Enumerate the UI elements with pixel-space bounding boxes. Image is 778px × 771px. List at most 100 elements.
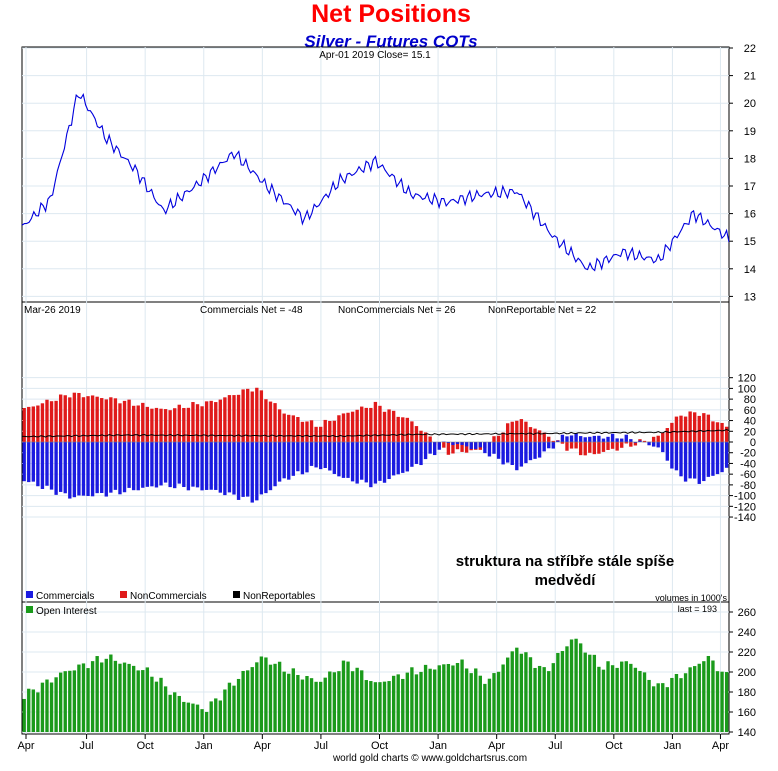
commercials-bar — [524, 442, 528, 464]
open-interest-bar — [346, 661, 350, 732]
noncommercials-bar — [136, 405, 140, 442]
commercials-bar — [560, 434, 565, 442]
noncommercials-bar — [592, 442, 597, 455]
open-interest-bar — [683, 673, 688, 732]
commercials-bar — [145, 442, 150, 487]
x-tick-label: Apr — [712, 740, 729, 752]
open-interest-bar — [433, 669, 437, 732]
noncommercials-bar — [674, 416, 679, 442]
noncommercials-bar — [72, 392, 77, 442]
noncommercials-bar — [109, 397, 113, 442]
commercials-bar — [492, 442, 496, 454]
chart-title: Net Positions — [311, 0, 471, 28]
open-interest-bar — [478, 675, 482, 732]
noncommercials-bar — [574, 442, 578, 449]
noncommercials-bar — [578, 442, 583, 456]
noncommercials-bar — [209, 400, 213, 442]
commercials-bar — [724, 442, 729, 468]
open-interest-bar — [232, 685, 236, 732]
positions-y-tick-label: 120 — [738, 373, 756, 385]
commercials-bar — [505, 442, 510, 463]
noncommercials-bar — [200, 406, 204, 442]
open-interest-bar — [86, 668, 90, 732]
open-interest-bar — [246, 670, 250, 732]
open-interest-bar — [464, 668, 469, 732]
noncommercials-bar — [305, 421, 309, 442]
open-interest-bar — [191, 703, 195, 732]
noncommercials-bar — [255, 387, 259, 442]
noncommercials-bar — [168, 410, 172, 442]
open-interest-bar — [697, 663, 701, 732]
open-interest-bar — [95, 656, 99, 732]
commercials-bar — [63, 442, 67, 494]
noncommercials-bar — [401, 417, 405, 442]
open-interest-bar — [665, 687, 670, 732]
commercials-bar — [405, 442, 410, 472]
commercials-bar — [501, 442, 505, 465]
noncommercials-bar — [314, 426, 318, 442]
positions-y-tick-label: -100 — [734, 491, 756, 503]
commercials-bar — [364, 442, 368, 483]
commercials-bar — [688, 442, 692, 479]
noncommercials-bar — [702, 413, 706, 442]
commercials-bar — [496, 442, 501, 459]
noncommercials-bar — [282, 413, 286, 442]
commercials-bar — [533, 442, 537, 459]
oi-y-tick-label: 200 — [738, 667, 756, 679]
open-interest-bar — [651, 686, 656, 732]
open-interest-bar — [483, 683, 487, 732]
commercials-bar — [58, 442, 63, 492]
commercials-bar — [369, 442, 373, 488]
open-interest-bar — [118, 663, 122, 732]
open-interest-bar — [113, 660, 118, 732]
open-interest-bar — [360, 670, 364, 732]
open-interest-bar — [601, 669, 606, 732]
open-interest-bar — [583, 652, 587, 732]
noncommercials-bar — [629, 442, 633, 447]
commercials-bar — [40, 442, 45, 489]
price-y-tick-label: 22 — [744, 43, 756, 55]
open-interest-bar — [460, 659, 464, 732]
oi-y-tick-label: 180 — [738, 687, 756, 699]
noncommercials-bar — [624, 442, 628, 444]
commercials-bar — [537, 442, 542, 458]
commercials-bar — [328, 442, 332, 471]
noncommercials-bar — [131, 405, 136, 442]
noncommercials-bar — [633, 442, 638, 446]
annotation-line-2: medvědí — [535, 572, 597, 589]
noncommercials-bar — [428, 436, 432, 442]
open-interest-bar — [63, 671, 67, 732]
noncommercials-bar — [100, 398, 104, 442]
open-interest-bar — [679, 678, 683, 732]
open-interest-bar — [423, 664, 428, 732]
commercials-bar — [72, 442, 77, 498]
commercials-bar — [36, 442, 40, 487]
commercials-bar — [204, 442, 209, 490]
commercials-bar — [656, 442, 660, 448]
noncommercials-bar — [323, 419, 327, 442]
commercials-bar — [615, 438, 619, 442]
noncommercials-bar — [565, 442, 569, 451]
commercials-bar — [629, 439, 633, 442]
commercials-bar — [683, 442, 688, 482]
noncommercials-bar — [145, 406, 150, 442]
positions-y-tick-label: 100 — [738, 383, 756, 395]
open-interest-bar — [706, 655, 711, 732]
noncommercials-bar — [606, 442, 610, 450]
commercials-bar — [323, 442, 327, 468]
noncommercials-bar — [118, 403, 122, 442]
noncommercials-bar — [423, 432, 428, 442]
open-interest-bar — [40, 682, 45, 732]
commercials-bar — [387, 442, 391, 480]
noncommercials-bar — [287, 414, 291, 442]
positions-y-tick-label: 60 — [744, 405, 756, 417]
open-interest-bar — [141, 670, 145, 732]
noncommercials-bar — [369, 407, 373, 442]
open-interest-bar — [72, 670, 77, 732]
open-interest-bar — [455, 662, 460, 732]
commercials-bar — [647, 442, 651, 446]
commercials-bar — [223, 442, 227, 496]
x-tick-label: Jan — [429, 740, 447, 752]
open-interest-bar — [597, 666, 601, 732]
positions-y-tick-label: -20 — [740, 448, 756, 460]
